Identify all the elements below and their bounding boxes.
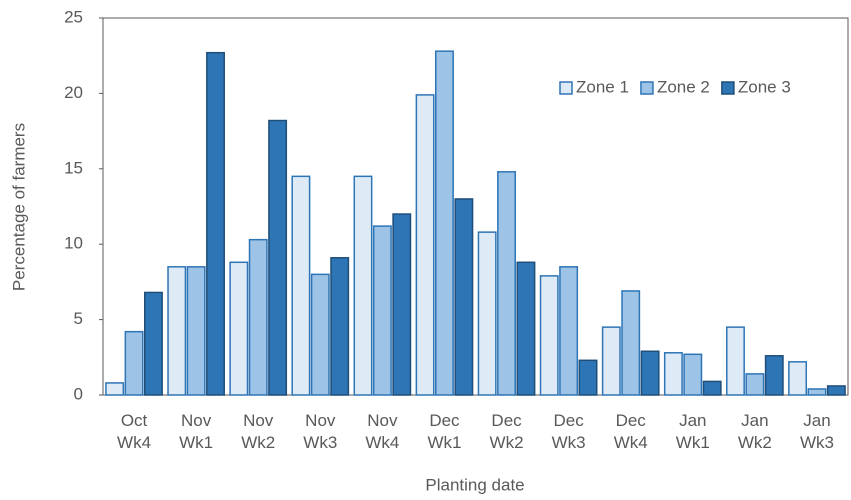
x-tick-label-line: Dec xyxy=(616,411,647,430)
x-tick-label-line: Nov xyxy=(305,411,336,430)
bar xyxy=(559,266,579,396)
x-tick-label-line: Wk1 xyxy=(179,433,213,452)
bar xyxy=(621,290,641,396)
legend-label: Zone 1 xyxy=(576,77,629,96)
x-tick-label-line: Wk3 xyxy=(800,433,834,452)
bar xyxy=(454,198,474,396)
bar xyxy=(310,273,330,396)
x-axis-title: Planting date xyxy=(425,475,524,494)
bar xyxy=(291,175,311,396)
bar xyxy=(702,380,722,396)
legend-label: Zone 3 xyxy=(738,77,791,96)
bar xyxy=(435,50,454,396)
x-tick-label-line: Wk2 xyxy=(241,433,275,452)
bar xyxy=(229,261,249,396)
bar xyxy=(745,373,765,396)
bar xyxy=(539,275,559,396)
x-tick-label-line: Wk3 xyxy=(303,433,337,452)
bar xyxy=(477,231,497,396)
y-tick-label: 10 xyxy=(64,234,83,253)
bar xyxy=(330,257,350,396)
x-tick-label: Dec Wk4 xyxy=(614,411,648,452)
x-tick-label-line: Jan xyxy=(741,411,768,430)
bar xyxy=(683,353,703,396)
legend-swatch xyxy=(721,81,735,95)
x-tick-label-line: Nov xyxy=(367,411,398,430)
x-tick-label-line: Wk2 xyxy=(738,433,772,452)
bar xyxy=(105,382,125,396)
x-tick-label-line: Dec xyxy=(429,411,460,430)
x-tick-label: Dec Wk3 xyxy=(552,411,586,452)
y-tick-label: 0 xyxy=(74,384,83,403)
x-tick-label-line: Nov xyxy=(181,411,212,430)
x-tick-label-line: Wk3 xyxy=(552,433,586,452)
bar xyxy=(143,291,163,396)
x-tick-label: Nov Wk1 xyxy=(179,411,213,452)
x-tick-label-line: Jan xyxy=(803,411,830,430)
x-tick-label: Jan Wk1 xyxy=(676,411,710,452)
bar xyxy=(826,385,846,396)
bar xyxy=(415,94,435,396)
bar xyxy=(497,171,516,396)
legend-swatch xyxy=(559,81,573,95)
y-tick-label: 20 xyxy=(64,83,83,102)
bar xyxy=(392,213,412,396)
x-tick-label-line: Nov xyxy=(243,411,274,430)
bar xyxy=(788,361,808,396)
x-tick-label-line: Wk4 xyxy=(117,433,151,452)
legend-label: Zone 2 xyxy=(657,77,710,96)
x-tick-label: Jan Wk2 xyxy=(738,411,772,452)
bar xyxy=(167,266,187,396)
x-tick-label-line: Dec xyxy=(554,411,585,430)
bar xyxy=(516,261,536,396)
x-tick-label-line: Dec xyxy=(491,411,522,430)
x-tick-label-line: Wk1 xyxy=(676,433,710,452)
x-tick-label: Nov Wk3 xyxy=(303,411,337,452)
x-tick-label-line: Wk1 xyxy=(427,433,461,452)
bar xyxy=(186,266,206,396)
bar xyxy=(372,225,392,396)
bar xyxy=(578,359,598,396)
legend-swatch xyxy=(640,81,654,95)
x-tick-label: Nov Wk4 xyxy=(365,411,399,452)
x-tick-label: Nov Wk2 xyxy=(241,411,275,452)
y-axis-title: Percentage of farmers xyxy=(9,123,28,291)
bar xyxy=(206,51,225,396)
bar xyxy=(268,119,288,396)
y-tick-label: 5 xyxy=(74,309,83,328)
x-tick-label: Jan Wk3 xyxy=(800,411,834,452)
x-tick-label-line: Oct xyxy=(121,411,148,430)
y-tick-label: 25 xyxy=(64,7,83,26)
bar xyxy=(764,355,784,396)
bar xyxy=(353,175,373,396)
x-tick-label: Dec Wk2 xyxy=(490,411,524,452)
x-tick-label: Dec Wk1 xyxy=(427,411,461,452)
bar xyxy=(663,352,683,396)
plot-frame xyxy=(102,17,849,396)
bar xyxy=(601,326,621,396)
bar xyxy=(124,330,144,396)
bar xyxy=(726,326,745,396)
x-tick-label-line: Jan xyxy=(679,411,706,430)
bar xyxy=(640,350,660,396)
bar xyxy=(248,238,268,396)
bar xyxy=(807,388,827,396)
x-tick-label-line: Wk4 xyxy=(365,433,399,452)
x-tick-label-line: Wk4 xyxy=(614,433,648,452)
x-tick-label: Oct Wk4 xyxy=(117,411,151,452)
x-tick-label-line: Wk2 xyxy=(490,433,524,452)
y-tick-label: 15 xyxy=(64,158,83,177)
